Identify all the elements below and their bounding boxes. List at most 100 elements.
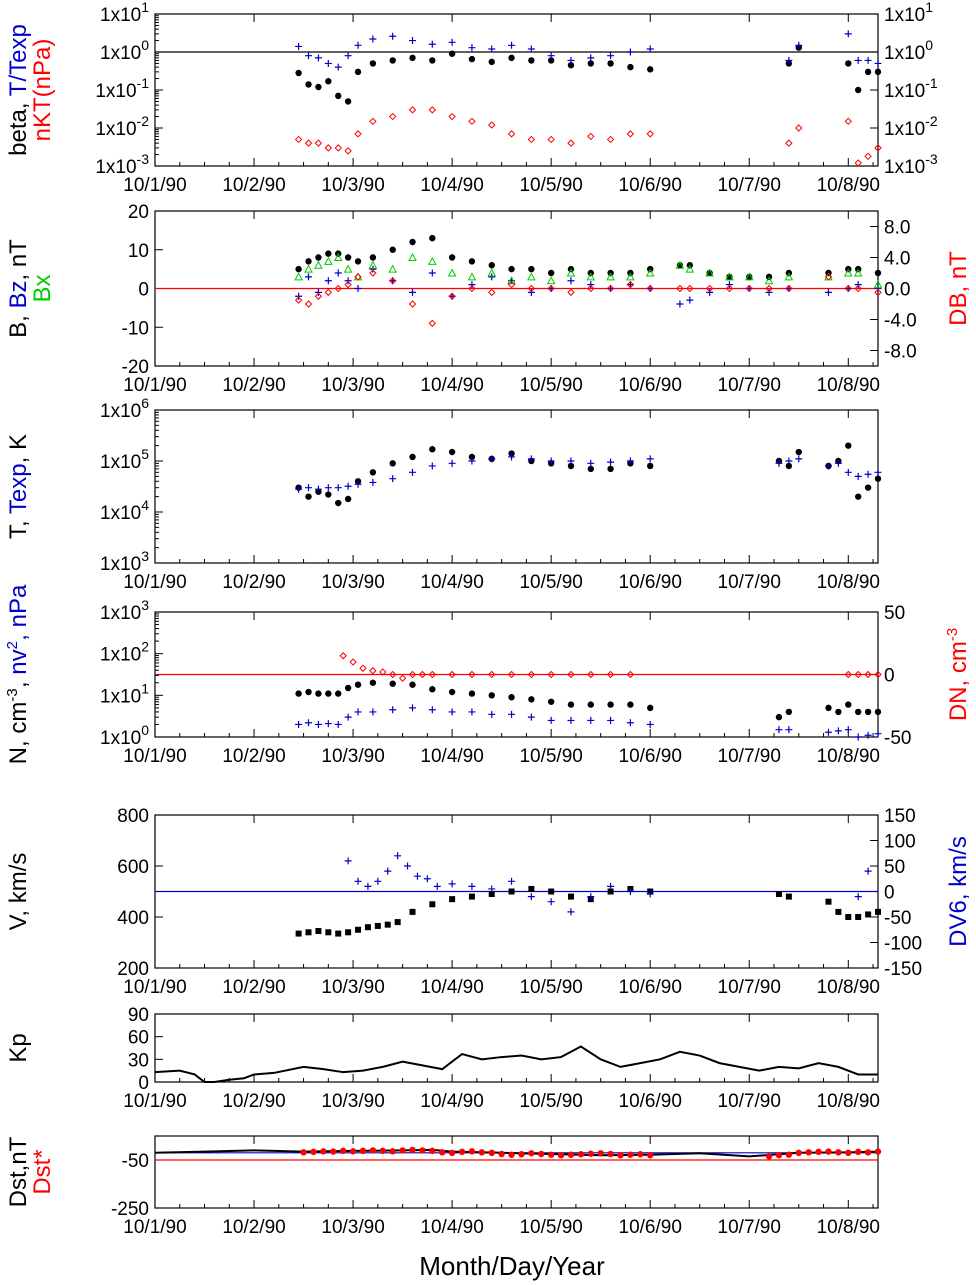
data-point: [765, 284, 773, 293]
data-point: [314, 139, 323, 147]
data-point: [587, 54, 595, 62]
y-axis-label: B, Bz, nT: [5, 239, 32, 338]
data-point: [295, 265, 302, 273]
data-point: [854, 281, 862, 289]
y-axis-label: Kp: [5, 1033, 32, 1062]
data-point: [518, 1151, 525, 1158]
data-point: [607, 888, 614, 895]
y-tick-label: 90: [128, 1005, 149, 1026]
y-tick-label: 1x104: [100, 497, 149, 524]
data-point: [587, 465, 594, 473]
data-point: [315, 254, 322, 261]
data-point: [388, 277, 397, 285]
data-point: [705, 284, 714, 293]
data-point: [646, 284, 654, 293]
data-point: [725, 284, 734, 293]
data-point: [864, 470, 872, 478]
data-point: [314, 485, 322, 493]
x-tick-label: 10/7/90: [718, 375, 781, 396]
y-tick-label: 1x10-3: [95, 151, 149, 178]
data-point: [745, 284, 753, 293]
data-point: [468, 284, 476, 293]
data-point: [646, 455, 654, 463]
y-tick-label: 60: [128, 1028, 149, 1049]
y-tick-label: 20: [128, 202, 149, 223]
data-point: [324, 484, 332, 492]
data-point: [354, 130, 362, 138]
data-point: [587, 284, 595, 293]
data-point: [314, 720, 322, 728]
data-point: [785, 893, 792, 900]
data-point: [394, 852, 402, 860]
data-point: [764, 276, 774, 285]
data-point: [369, 265, 377, 273]
x-tick-label: 10/6/90: [619, 175, 682, 196]
data-point: [388, 670, 397, 679]
x-tick-label: 10/5/90: [519, 175, 582, 196]
x-tick-label: 10/4/90: [420, 746, 483, 767]
data-point: [305, 258, 312, 265]
data-point: [394, 919, 401, 926]
x-tick-label: 10/7/90: [718, 175, 781, 196]
data-point: [874, 475, 882, 482]
data-point: [855, 914, 862, 920]
data-point: [389, 475, 397, 483]
y-tick-label: 1x101: [100, 0, 149, 26]
data-point: [488, 885, 496, 893]
data-point: [744, 272, 754, 281]
data-point: [344, 482, 352, 490]
data-point: [785, 56, 793, 64]
y2-tick-label: -150: [884, 959, 922, 980]
panel-density: 10/1/90 10/2/90 10/3/90 10/4/90 10/5/90 10/6/…: [4, 584, 972, 767]
data-point: [567, 908, 575, 916]
data-point: [864, 56, 872, 64]
data-point: [646, 890, 654, 898]
data-point: [344, 254, 352, 261]
data-point: [305, 273, 313, 281]
data-point: [468, 44, 476, 52]
data-point: [567, 288, 575, 297]
data-point: [488, 288, 496, 297]
data-point: [487, 268, 497, 277]
data-point: [626, 130, 635, 138]
x-tick-label: 10/1/90: [123, 977, 186, 998]
data-point: [587, 893, 595, 901]
data-point: [428, 670, 437, 679]
y-tick-label: 10: [128, 241, 149, 262]
data-point: [874, 269, 882, 277]
data-point: [344, 52, 352, 60]
data-point: [874, 288, 882, 297]
plot-frame: [154, 1135, 879, 1209]
data-point: [418, 670, 427, 679]
x-tick-label: 10/3/90: [321, 572, 384, 593]
x-tick-label: 10/7/90: [718, 1217, 781, 1238]
data-point: [607, 458, 615, 466]
data-point: [627, 63, 634, 71]
data-point: [845, 1149, 852, 1157]
data-point: [647, 1152, 654, 1159]
panel-dst: 10/1/90 10/2/90 10/3/90 10/4/90 10/5/90 10/6/…: [5, 1135, 882, 1238]
x-tick-label: 10/3/90: [321, 746, 384, 767]
x-tick-label: 10/6/90: [619, 1217, 682, 1238]
data-point: [468, 1148, 476, 1155]
x-tick-label: 10/1/90: [123, 746, 186, 767]
data-point: [374, 877, 382, 885]
data-point: [409, 238, 416, 246]
data-point: [433, 882, 441, 890]
data-point: [815, 1148, 822, 1156]
data-point: [627, 1151, 634, 1158]
data-point: [874, 144, 882, 152]
y2-axis-label: DB, nT: [945, 251, 972, 326]
data-point: [508, 453, 516, 461]
data-point: [845, 701, 852, 708]
data-point: [825, 1148, 832, 1155]
data-point: [324, 720, 332, 728]
data-point: [314, 260, 323, 269]
data-point: [676, 300, 684, 308]
data-point: [824, 273, 833, 281]
y2-tick-label: 0: [884, 883, 895, 904]
data-point: [468, 708, 476, 716]
data-point: [805, 1149, 812, 1156]
data-point: [427, 256, 437, 265]
data-point: [468, 453, 476, 461]
